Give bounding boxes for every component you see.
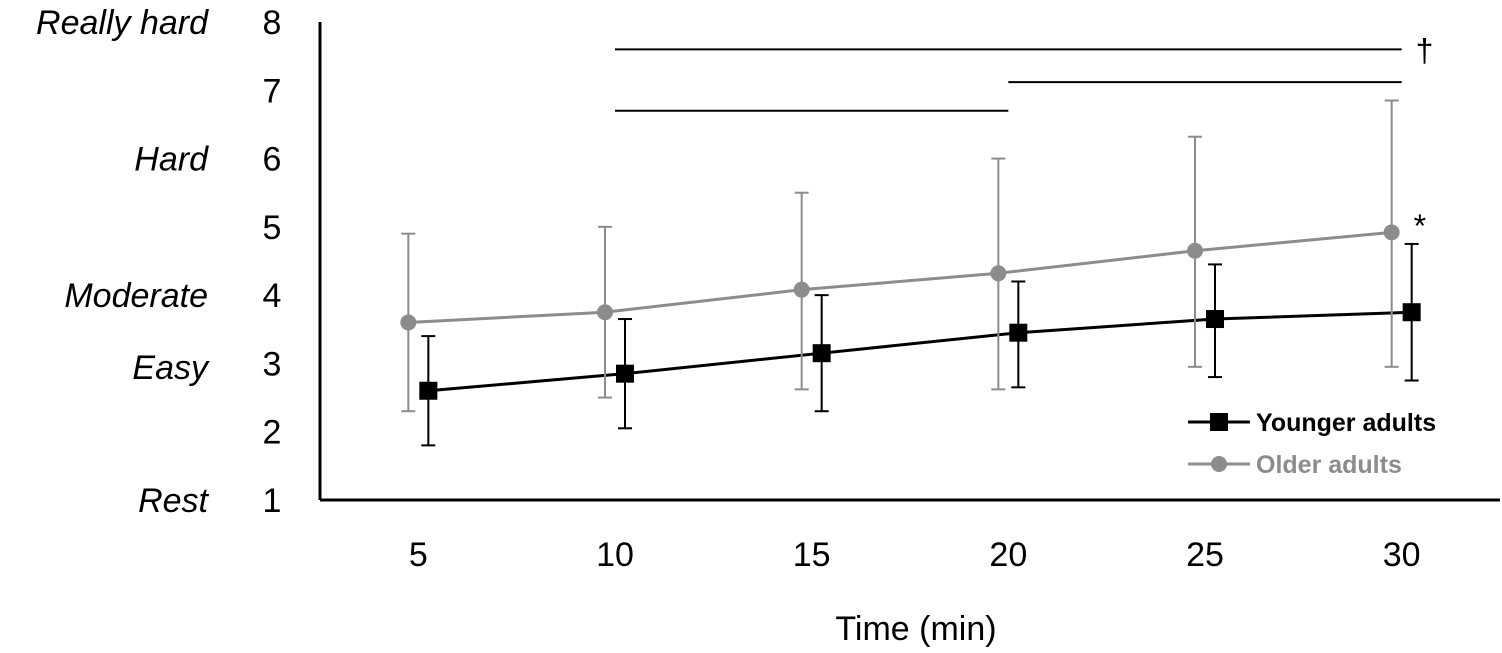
series-line (428, 310, 1412, 393)
axes (318, 22, 1500, 502)
y-tick-label: 1 (263, 482, 282, 520)
data-point (990, 265, 1007, 282)
y-tick-label: 4 (263, 277, 282, 315)
data-point (400, 314, 417, 331)
x-tick-label: 25 (1186, 536, 1224, 574)
rpe-label: Moderate (64, 277, 208, 315)
legend-label: Younger adults (1256, 409, 1436, 437)
rpe-label: Hard (134, 141, 209, 179)
data-point (1383, 224, 1400, 241)
y-tick-label: 2 (263, 414, 282, 452)
x-tick-label: 5 (409, 536, 428, 574)
significance-marker: * (1414, 208, 1426, 244)
series-younger-adults (419, 242, 1421, 447)
y-tick-label: 7 (263, 72, 282, 110)
legend-swatch-marker (1211, 456, 1227, 472)
significance-annotations: †* (615, 32, 1433, 244)
data-point (419, 381, 438, 400)
legend-item: Older adults (1188, 451, 1402, 479)
legend-label: Older adults (1256, 451, 1402, 479)
legend-item: Younger adults (1188, 409, 1436, 437)
data-point (1402, 303, 1421, 322)
data-point (1187, 242, 1203, 259)
data-point (1206, 310, 1224, 329)
y-tick-label: 8 (263, 4, 282, 42)
rpe-label: Rest (138, 482, 209, 520)
data-point (812, 344, 831, 363)
data-point (1009, 323, 1028, 342)
series-older-adults (400, 99, 1400, 413)
y-tick-labels: 1 2 3 4 5 6 7 8 (263, 4, 282, 520)
rpe-label: Easy (132, 349, 210, 387)
rpe-label: Really hard (36, 4, 209, 42)
legend-swatch-marker (1210, 413, 1228, 431)
x-tick-label: 15 (793, 536, 831, 574)
data-point (793, 281, 810, 298)
data-series (400, 99, 1421, 447)
x-tick-labels: 5 10 15 20 25 30 (409, 536, 1421, 574)
x-tick-label: 10 (596, 536, 634, 574)
significance-marker: † (1416, 32, 1434, 68)
x-tick-label: 30 (1383, 536, 1421, 574)
data-point (597, 304, 613, 321)
y-tick-label: 6 (263, 141, 282, 179)
x-tick-label: 20 (989, 536, 1027, 574)
series-line (408, 230, 1392, 324)
legend: Younger adults Older adults (1188, 409, 1436, 479)
y-tick-label: 3 (263, 345, 282, 383)
x-axis-title: Time (min) (835, 610, 996, 648)
y-tick-label: 5 (263, 209, 282, 247)
rpe-category-labels: Rest Easy Moderate Hard Really hard (36, 4, 210, 520)
data-point (616, 364, 634, 383)
